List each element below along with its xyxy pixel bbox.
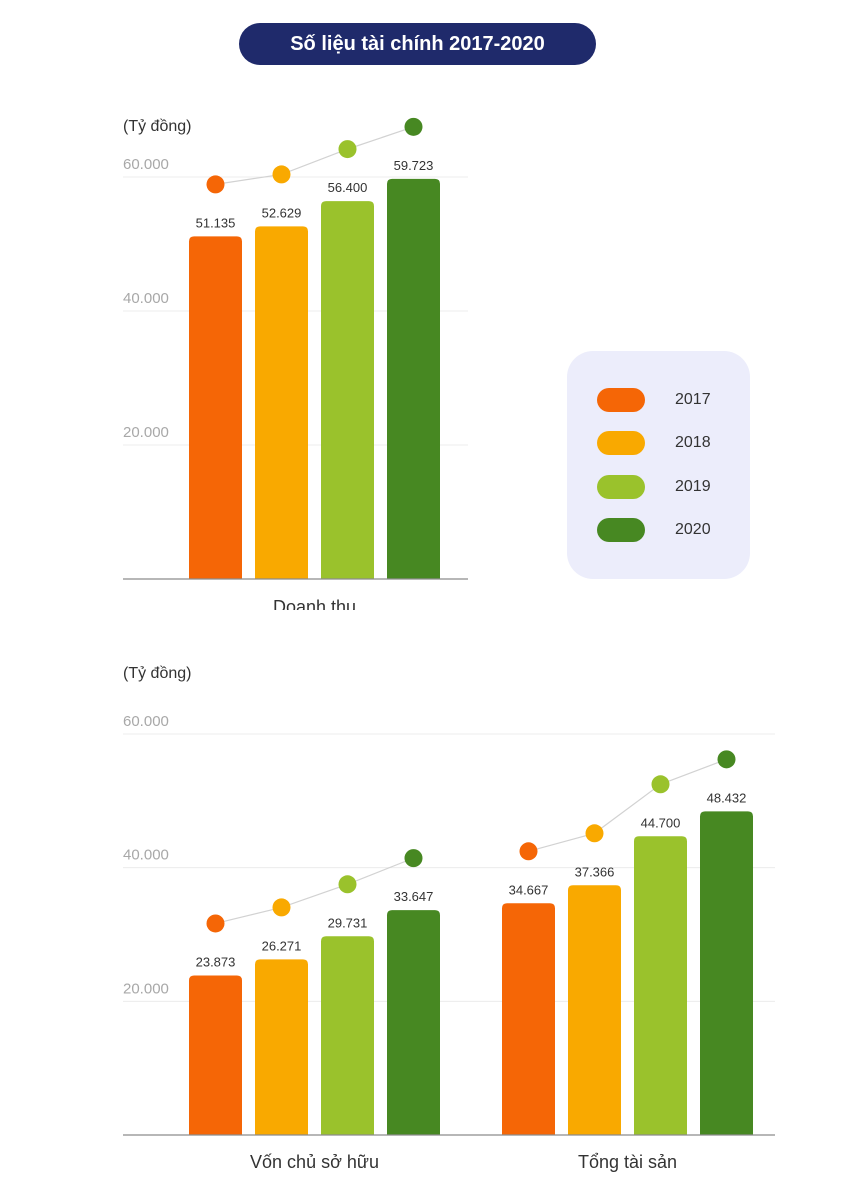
bar-2017 bbox=[502, 903, 555, 1135]
trend-dot-2018 bbox=[585, 824, 604, 843]
value-label-2018: 52.629 bbox=[262, 205, 302, 220]
bar-2019 bbox=[321, 936, 374, 1135]
bar-2018 bbox=[255, 959, 308, 1135]
bar-2018 bbox=[568, 885, 621, 1135]
trend-dot-2018 bbox=[272, 898, 291, 917]
trend-dot-2020 bbox=[717, 750, 736, 769]
bar-2018 bbox=[255, 226, 308, 580]
y-tick-label: 20.000 bbox=[123, 980, 169, 997]
value-label-2019: 56.400 bbox=[328, 180, 368, 195]
legend-item-2019: 2019 bbox=[597, 475, 711, 499]
legend-item-2020: 2020 bbox=[597, 518, 711, 542]
legend-swatch-2019 bbox=[597, 475, 645, 499]
trend-line bbox=[215, 126, 414, 185]
trend-line bbox=[215, 857, 414, 925]
y-tick-label: 40.000 bbox=[123, 847, 169, 864]
value-label-2019: 29.731 bbox=[328, 915, 368, 930]
value-label-2017: 23.873 bbox=[196, 954, 236, 969]
y-tick-label: 60.000 bbox=[123, 156, 169, 173]
trend-line bbox=[528, 758, 727, 852]
legend-swatch-2018 bbox=[597, 431, 645, 455]
trend-dot-2019 bbox=[651, 775, 670, 794]
legend-swatch-2017 bbox=[597, 388, 645, 412]
legend-label-2020: 2020 bbox=[675, 521, 711, 538]
bar-2017 bbox=[189, 236, 242, 579]
bar-2020 bbox=[387, 178, 440, 579]
bar-2020 bbox=[700, 811, 753, 1135]
category-label: Doanh thu bbox=[273, 597, 356, 610]
y-tick-label: 20.000 bbox=[123, 424, 169, 441]
value-label-2020: 59.723 bbox=[394, 158, 434, 173]
value-label-2017: 51.135 bbox=[196, 215, 236, 230]
unit-label: (Tỷ đồng) bbox=[123, 665, 191, 682]
bar-2017 bbox=[189, 975, 242, 1135]
value-label-2018: 26.271 bbox=[262, 938, 302, 953]
y-tick-label: 40.000 bbox=[123, 290, 169, 307]
y-tick-label: 60.000 bbox=[123, 713, 169, 730]
legend-label-2019: 2019 bbox=[675, 478, 711, 495]
legend-swatch-2020 bbox=[597, 518, 645, 542]
trend-dot-2019 bbox=[338, 875, 357, 894]
value-label-2019: 44.700 bbox=[641, 815, 681, 830]
bar-2020 bbox=[387, 910, 440, 1135]
value-label-2017: 34.667 bbox=[509, 882, 549, 897]
value-label-2018: 37.366 bbox=[575, 864, 615, 879]
trend-dot-2017 bbox=[519, 842, 538, 861]
page-title: Số liệu tài chính 2017-2020 bbox=[239, 23, 596, 65]
legend-item-2017: 2017 bbox=[597, 388, 711, 412]
bar-2019 bbox=[321, 201, 374, 579]
category-label: Tổng tài sản bbox=[578, 1152, 677, 1172]
unit-label: (Tỷ đồng) bbox=[123, 118, 191, 135]
trend-dot-2018 bbox=[272, 165, 291, 184]
trend-dot-2020 bbox=[404, 117, 423, 136]
bar-2019 bbox=[634, 836, 687, 1135]
equity-assets-chart: (Tỷ đồng) 20.000 40.000 60.000 23.873 26.271 2… bbox=[123, 665, 775, 1172]
trend-dot-2017 bbox=[206, 175, 225, 194]
legend-item-2018: 2018 bbox=[597, 431, 711, 455]
trend-dot-2019 bbox=[338, 140, 357, 159]
category-label: Vốn chủ sở hữu bbox=[250, 1152, 379, 1172]
trend-dot-2017 bbox=[206, 914, 225, 933]
legend-label-2018: 2018 bbox=[675, 434, 711, 451]
revenue-chart: (Tỷ đồng) 20.000 40.000 60.000 51.135 52.629 5… bbox=[123, 117, 468, 610]
value-label-2020: 48.432 bbox=[707, 790, 747, 805]
legend-label-2017: 2017 bbox=[675, 391, 711, 408]
legend: 2017 2018 2019 2020 bbox=[567, 351, 750, 579]
value-label-2020: 33.647 bbox=[394, 889, 434, 904]
trend-dot-2020 bbox=[404, 849, 423, 868]
